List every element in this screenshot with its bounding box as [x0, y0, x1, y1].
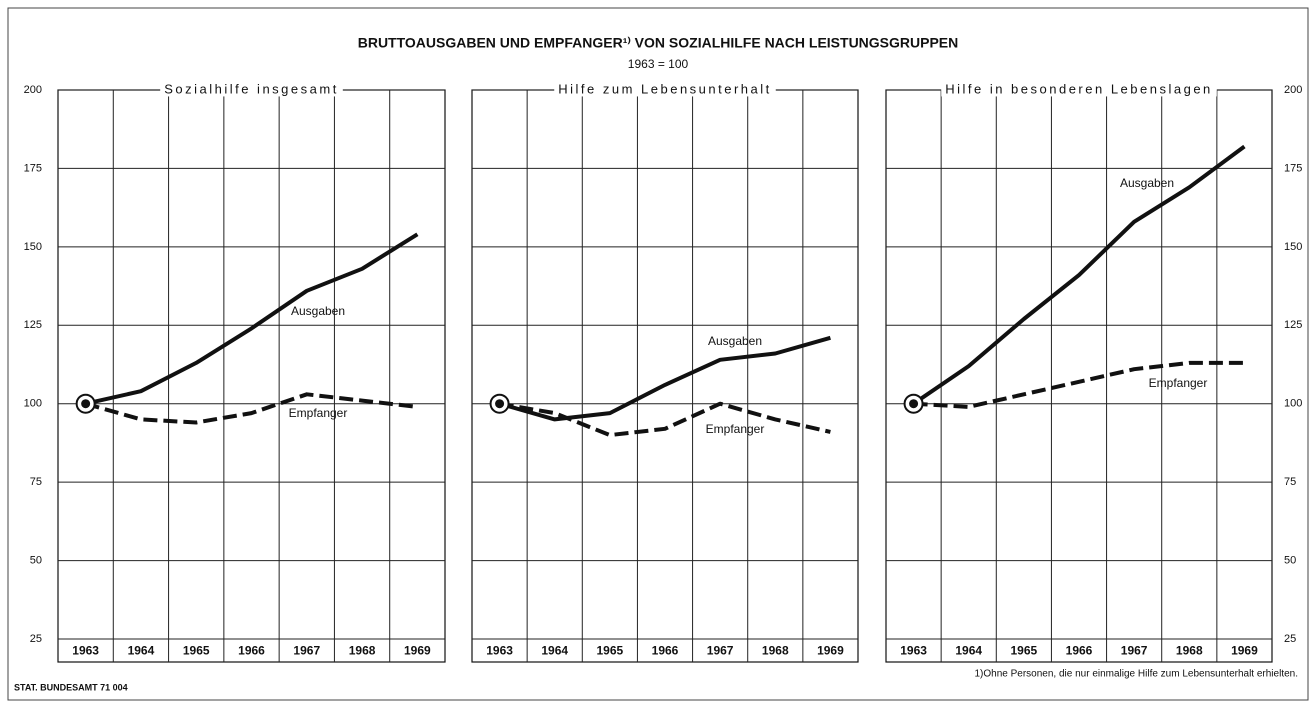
y-tick-label: 150	[1284, 241, 1302, 253]
panel-title: Sozialhilfe insgesamt	[164, 81, 339, 96]
x-tick-label: 1965	[597, 644, 624, 658]
panel-title-bg	[160, 81, 343, 97]
series-line	[912, 144, 1246, 406]
x-tick-label: 1963	[900, 644, 927, 658]
chart-subtitle: 1963 = 100	[628, 57, 689, 71]
x-tick-label: 1966	[1066, 644, 1093, 658]
panel-title: Hilfe in besonderen Lebenslagen	[945, 81, 1213, 96]
series-line	[499, 335, 831, 422]
x-tick-label: 1965	[183, 644, 210, 658]
x-tick-label: 1968	[762, 644, 789, 658]
panel	[885, 89, 1273, 663]
y-tick-label: 100	[24, 398, 42, 410]
x-tick-label: 1969	[404, 644, 431, 658]
x-tick-label: 1966	[238, 644, 265, 658]
series-line	[499, 401, 831, 438]
chart-title: BRUTTOAUSGABEN UND EMPFANGER¹⁾ VON SOZIA…	[358, 35, 959, 51]
base-marker-dot	[909, 399, 919, 409]
series-label: Ausgaben	[1120, 176, 1174, 190]
series-label: Empfanger	[1149, 376, 1208, 390]
y-tick-label: 100	[1284, 398, 1302, 410]
panel	[471, 89, 859, 663]
series-line	[85, 232, 419, 406]
y-tick-label: 150	[24, 241, 42, 253]
x-tick-label: 1964	[955, 644, 982, 658]
panel	[57, 89, 446, 663]
panel-title-group: Hilfe zum Lebensunterhalt	[554, 81, 776, 97]
x-tick-label: 1965	[1011, 644, 1038, 658]
y-tick-label: 25	[30, 633, 42, 645]
x-tick-label: 1967	[707, 644, 734, 658]
series-label: Empfanger	[706, 422, 765, 436]
y-tick-label: 50	[1284, 554, 1296, 566]
series-line	[913, 360, 1245, 409]
x-tick-label: 1968	[1176, 644, 1203, 658]
panel-title-bg	[941, 81, 1217, 97]
series-line	[85, 392, 418, 425]
y-tick-label: 125	[24, 319, 42, 331]
y-tick-label: 200	[24, 84, 42, 96]
series-label: Ausgaben	[708, 334, 762, 348]
frame	[7, 7, 1309, 701]
x-tick-label: 1968	[349, 644, 376, 658]
base-marker-dot	[495, 399, 505, 409]
base-marker-dot	[81, 399, 91, 409]
x-tick-label: 1969	[817, 644, 844, 658]
footnote: 1)Ohne Personen, die nur einmalige Hilfe…	[974, 669, 1298, 680]
x-tick-label: 1964	[541, 644, 568, 658]
y-tick-label: 75	[1284, 476, 1296, 488]
y-tick-label: 175	[1284, 162, 1302, 174]
series-label: Ausgaben	[291, 304, 345, 318]
x-tick-label: 1963	[72, 644, 99, 658]
y-tick-label: 75	[30, 476, 42, 488]
source: STAT. BUNDESAMT 71 004	[14, 682, 128, 692]
y-tick-label: 175	[24, 162, 42, 174]
y-tick-label: 50	[30, 554, 42, 566]
x-tick-label: 1969	[1231, 644, 1258, 658]
x-tick-label: 1964	[128, 644, 155, 658]
x-tick-label: 1963	[486, 644, 513, 658]
panel-title: Hilfe zum Lebensunterhalt	[558, 81, 772, 96]
y-tick-label: 25	[1284, 633, 1296, 645]
series-label: Empfanger	[289, 406, 348, 420]
y-tick-label: 125	[1284, 319, 1302, 331]
x-tick-label: 1967	[1121, 644, 1148, 658]
x-tick-label: 1967	[293, 644, 320, 658]
panel-title-group: Hilfe in besonderen Lebenslagen	[941, 81, 1217, 97]
panel-title-group: Sozialhilfe insgesamt	[160, 81, 343, 97]
x-tick-label: 1966	[652, 644, 679, 658]
panel-title-bg	[554, 81, 776, 97]
y-tick-label: 200	[1284, 84, 1302, 96]
